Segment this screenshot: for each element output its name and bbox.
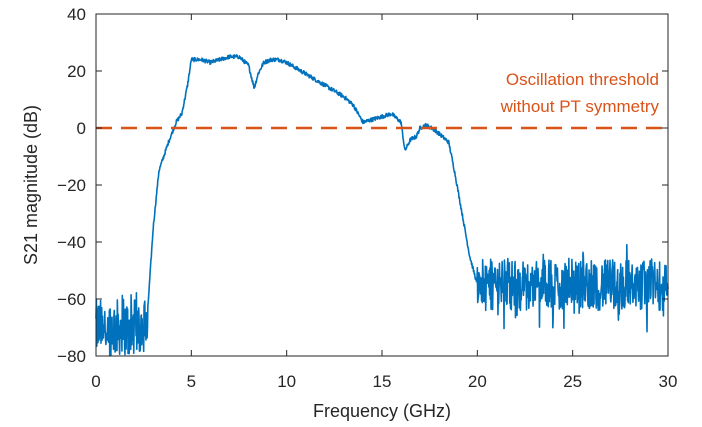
measured-s21-trace [95, 54, 669, 357]
y-axis-label: S21 magnitude (dB) [21, 105, 41, 265]
y-tick-label: −40 [57, 233, 86, 252]
y-tick-label: 0 [77, 119, 86, 138]
x-tick-label: 10 [277, 372, 296, 391]
ticks-layer: 0 5 10 15 20 25 30 −80 −60 −40 −20 0 20 40 [57, 5, 677, 391]
threshold-annotation-line1: Oscillation threshold [506, 70, 659, 89]
x-tick-label: 0 [91, 372, 100, 391]
x-tick-label: 5 [187, 372, 196, 391]
x-tick-label: 25 [563, 372, 582, 391]
x-tick-label: 15 [373, 372, 392, 391]
threshold-annotation-line2: without PT symmetry [500, 97, 660, 116]
y-tick-label: −20 [57, 176, 86, 195]
y-tick-label: 40 [67, 5, 86, 24]
y-tick-label: 20 [67, 62, 86, 81]
x-tick-label: 20 [468, 372, 487, 391]
y-tick-label: −80 [57, 347, 86, 366]
x-tick-label: 30 [659, 372, 678, 391]
y-tick-label: −60 [57, 290, 86, 309]
data-layer [95, 54, 669, 357]
x-axis-label: Frequency (GHz) [313, 401, 451, 421]
